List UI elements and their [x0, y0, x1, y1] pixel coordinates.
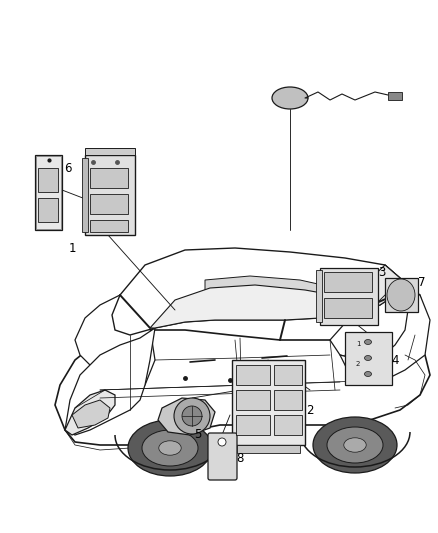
Text: 8: 8 [237, 451, 244, 464]
Bar [232, 360, 305, 445]
FancyBboxPatch shape [208, 433, 237, 480]
Bar [36, 156, 61, 229]
Ellipse shape [364, 356, 371, 360]
Bar [324, 298, 372, 318]
Bar [274, 415, 302, 435]
Bar [237, 445, 300, 453]
Polygon shape [65, 328, 155, 435]
Bar [38, 198, 58, 222]
Text: 2: 2 [306, 403, 314, 416]
Bar [274, 365, 302, 385]
Polygon shape [330, 265, 425, 360]
Bar [85, 155, 135, 235]
Polygon shape [350, 265, 400, 312]
Bar [35, 155, 62, 230]
Polygon shape [150, 285, 355, 328]
Ellipse shape [272, 87, 308, 109]
Polygon shape [205, 276, 345, 300]
Ellipse shape [159, 441, 181, 455]
Polygon shape [55, 330, 430, 445]
Circle shape [174, 398, 210, 434]
Bar [90, 194, 128, 214]
Text: 7: 7 [418, 276, 426, 288]
Bar [82, 158, 88, 232]
Text: 1: 1 [68, 241, 76, 254]
Bar [320, 268, 378, 325]
Polygon shape [72, 400, 110, 428]
Text: 4: 4 [391, 353, 399, 367]
Polygon shape [112, 248, 400, 335]
Circle shape [182, 406, 202, 426]
Text: 6: 6 [64, 161, 72, 174]
Bar [236, 415, 270, 435]
Ellipse shape [128, 420, 212, 476]
Polygon shape [158, 398, 215, 435]
Bar [90, 220, 128, 232]
Polygon shape [340, 295, 430, 380]
Ellipse shape [364, 372, 371, 376]
Bar [90, 168, 128, 188]
Text: 5: 5 [194, 429, 201, 441]
Bar [316, 270, 322, 322]
Ellipse shape [313, 417, 397, 473]
Bar [38, 168, 58, 192]
Bar [274, 390, 302, 410]
Text: 3: 3 [378, 265, 386, 279]
Text: 2: 2 [356, 361, 360, 367]
Bar [236, 365, 270, 385]
Circle shape [218, 438, 226, 446]
Bar [345, 332, 392, 385]
Ellipse shape [327, 427, 383, 463]
Bar [324, 272, 372, 292]
Ellipse shape [364, 340, 371, 344]
Ellipse shape [344, 438, 366, 452]
Ellipse shape [142, 430, 198, 466]
Bar [388, 92, 402, 100]
Polygon shape [65, 390, 115, 435]
Bar [385, 278, 418, 312]
Text: 1: 1 [356, 341, 360, 347]
Ellipse shape [387, 279, 415, 311]
Bar [236, 390, 270, 410]
Polygon shape [75, 295, 155, 385]
Polygon shape [85, 148, 135, 155]
